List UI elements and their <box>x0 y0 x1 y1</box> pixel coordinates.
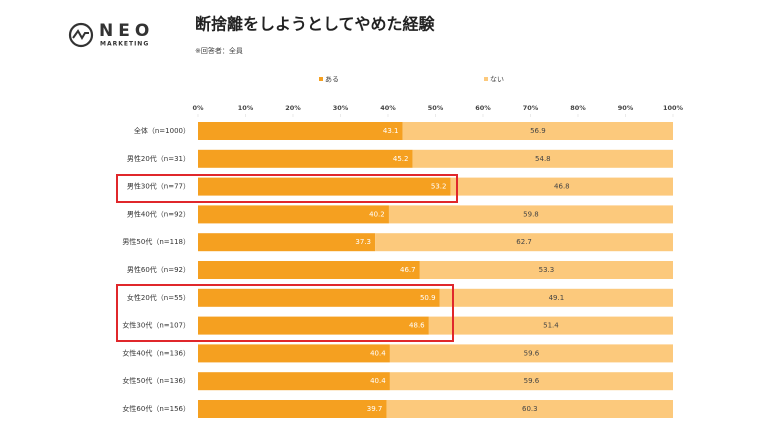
y-tick-label: 男性40代（n=92） <box>127 209 190 218</box>
x-tick-label: 60% <box>475 104 491 112</box>
bar <box>198 316 429 335</box>
value-label: 40.2 <box>369 210 385 218</box>
x-tick-label: 80% <box>570 104 586 112</box>
value-label: 53.2 <box>431 183 447 191</box>
bar <box>402 122 673 140</box>
bar <box>439 288 673 307</box>
bar <box>389 344 673 363</box>
logo-icon <box>68 22 94 48</box>
x-tick-label: 90% <box>618 104 634 112</box>
bar <box>198 372 390 391</box>
x-tick-label: 40% <box>380 104 396 112</box>
x-tick-label: 0% <box>192 104 204 112</box>
bar <box>198 344 390 363</box>
bar <box>386 400 673 418</box>
y-tick-label: 女性30代（n=107） <box>122 321 190 330</box>
bar <box>450 177 673 196</box>
y-tick-label: 女性40代（n=136） <box>122 348 190 357</box>
value-label: 40.4 <box>370 377 386 385</box>
value-label: 40.4 <box>370 349 386 357</box>
value-label: 59.8 <box>523 210 539 218</box>
y-tick-label: 男性20代（n=31） <box>127 154 190 163</box>
value-label: 59.6 <box>524 349 540 357</box>
value-label: 46.8 <box>554 183 570 191</box>
y-tick-label: 女性50代（n=136） <box>122 376 190 385</box>
highlight-box <box>116 174 458 203</box>
x-tick-label: 10% <box>238 104 254 112</box>
y-tick-label: 全体（n=1000） <box>134 126 190 135</box>
value-label: 56.9 <box>530 127 546 135</box>
value-label: 50.9 <box>420 294 436 302</box>
value-label: 49.1 <box>549 294 565 302</box>
bar <box>198 149 413 168</box>
y-tick-label: 女性60代（n=156） <box>122 404 190 413</box>
logo-sub: MARKETING <box>100 41 149 48</box>
logo: NEO MARKETING <box>68 21 154 48</box>
bar <box>198 261 420 279</box>
x-tick-label: 20% <box>285 104 301 112</box>
bar <box>388 205 673 224</box>
y-tick-label: 男性30代（n=77） <box>127 182 190 191</box>
x-tick-label: 50% <box>428 104 444 112</box>
value-label: 45.2 <box>393 155 409 163</box>
bar <box>198 400 387 418</box>
value-label: 48.6 <box>409 322 425 330</box>
legend-label: ある <box>325 76 339 84</box>
value-label: 54.8 <box>535 155 551 163</box>
legend-swatch <box>319 77 323 81</box>
bar <box>198 177 451 196</box>
value-label: 53.3 <box>539 266 555 274</box>
logo-name: NEO <box>99 21 154 41</box>
bar <box>412 149 673 168</box>
bar <box>198 122 403 140</box>
chart-title: 断捨離をしようとしてやめた経験 <box>195 15 436 34</box>
value-label: 43.1 <box>383 127 399 135</box>
x-tick-label: 30% <box>333 104 349 112</box>
bar <box>375 233 673 252</box>
value-label: 62.7 <box>516 238 532 246</box>
bar <box>198 288 440 307</box>
y-tick-label: 女性20代（n=55） <box>127 293 190 302</box>
y-tick-label: 男性60代（n=92） <box>127 265 190 274</box>
chart-subtitle: ※回答者：全員 <box>195 46 243 55</box>
legend-swatch <box>484 77 488 81</box>
value-label: 60.3 <box>522 405 538 413</box>
value-label: 46.7 <box>400 266 416 274</box>
x-tick-label: 70% <box>523 104 539 112</box>
value-label: 51.4 <box>543 322 559 330</box>
bar <box>198 205 389 224</box>
y-tick-label: 男性50代（n=118） <box>122 237 190 246</box>
bar <box>198 233 376 252</box>
legend-label: ない <box>490 76 504 84</box>
value-label: 39.7 <box>367 405 383 413</box>
logo-wave <box>72 29 89 40</box>
bar <box>419 261 673 279</box>
highlight-box <box>116 284 454 342</box>
value-label: 37.3 <box>355 238 371 246</box>
value-label: 59.6 <box>524 377 540 385</box>
x-tick-label: 100% <box>663 104 684 112</box>
bar <box>389 372 673 391</box>
bar <box>428 316 673 335</box>
